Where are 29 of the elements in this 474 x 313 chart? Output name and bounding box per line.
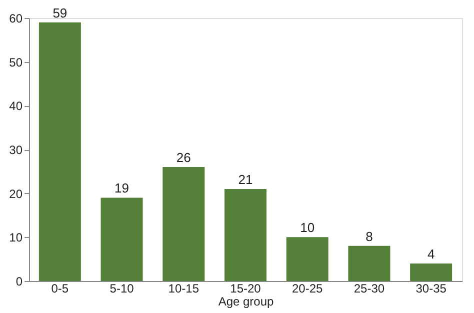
bar — [286, 237, 328, 281]
x-tick-label: 25-30 — [354, 282, 385, 296]
y-tick-label: 10 — [9, 230, 23, 245]
x-tick-label: 15-20 — [230, 282, 262, 296]
bar — [38, 22, 81, 281]
data-label: 10 — [300, 220, 315, 236]
data-label: 8 — [366, 228, 373, 244]
bar — [100, 198, 143, 281]
y-tick-label: 40 — [9, 99, 23, 114]
bar — [224, 188, 266, 281]
x-tick-label: 0-5 — [51, 282, 69, 296]
data-label: 19 — [114, 180, 130, 196]
y-tick-label: 0 — [16, 274, 23, 288]
data-label: 4 — [427, 246, 435, 262]
y-tick-label: 30 — [9, 143, 23, 157]
x-tick-label: 20-25 — [292, 282, 324, 296]
bar — [348, 246, 390, 281]
y-tick-label: 50 — [9, 55, 23, 70]
x-axis-title: Age group — [218, 294, 274, 308]
x-tick-label: 5-10 — [110, 282, 134, 296]
y-tick-label: 20 — [9, 186, 23, 201]
data-label: 21 — [238, 172, 253, 187]
x-tick-label: 30-35 — [416, 282, 447, 296]
data-label: 59 — [52, 5, 68, 20]
bar — [162, 167, 205, 281]
x-tick-label: 10-15 — [168, 282, 200, 296]
y-tick-label: 60 — [9, 12, 23, 26]
data-label: 26 — [176, 150, 191, 166]
bar — [410, 263, 452, 281]
